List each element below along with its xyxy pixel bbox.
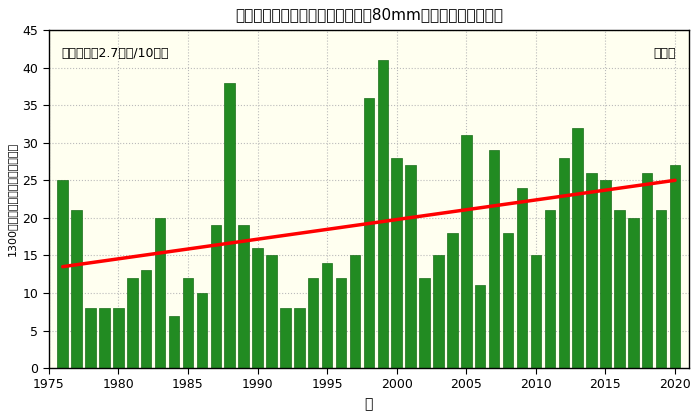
Bar [211,225,221,368]
Bar [280,308,290,368]
Bar [559,158,569,368]
Bar [169,316,179,368]
Bar [364,98,374,368]
Bar [391,158,402,368]
Bar [656,210,666,368]
Bar [183,278,193,368]
Bar [419,278,430,368]
Bar [141,270,151,368]
Bar [322,263,332,368]
Bar [377,60,388,368]
Bar [517,188,527,368]
Bar [336,278,346,368]
X-axis label: 年: 年 [365,397,373,411]
Bar [601,180,610,368]
Text: 気象庁: 気象庁 [654,47,676,60]
Bar [628,218,638,368]
Bar [587,173,597,368]
Bar [670,165,680,368]
Bar [85,308,96,368]
Bar [127,278,137,368]
Bar [155,218,165,368]
Bar [545,210,555,368]
Bar [642,173,652,368]
Bar [308,278,318,368]
Bar [614,210,624,368]
Bar [503,233,513,368]
Bar [71,210,82,368]
Bar [433,255,444,368]
Text: トレンド＝2.7（回/10年）: トレンド＝2.7（回/10年） [62,47,169,60]
Bar [475,285,485,368]
Bar [447,233,458,368]
Bar [573,128,583,368]
Bar [489,150,499,368]
Bar [99,308,110,368]
Bar [197,293,207,368]
Bar [294,308,304,368]
Bar [225,83,235,368]
Bar [113,308,124,368]
Bar [252,248,262,368]
Title: 全国　［アメダス］１時間降水量80mm以上の年間発生回数: 全国 ［アメダス］１時間降水量80mm以上の年間発生回数 [235,7,503,22]
Bar [405,165,416,368]
Bar [531,255,541,368]
Bar [57,180,68,368]
Y-axis label: 1300地点あたりの発生回数（回）: 1300地点あたりの発生回数（回） [7,142,17,256]
Bar [350,255,360,368]
Bar [266,255,276,368]
Bar [239,225,248,368]
Bar [461,135,472,368]
